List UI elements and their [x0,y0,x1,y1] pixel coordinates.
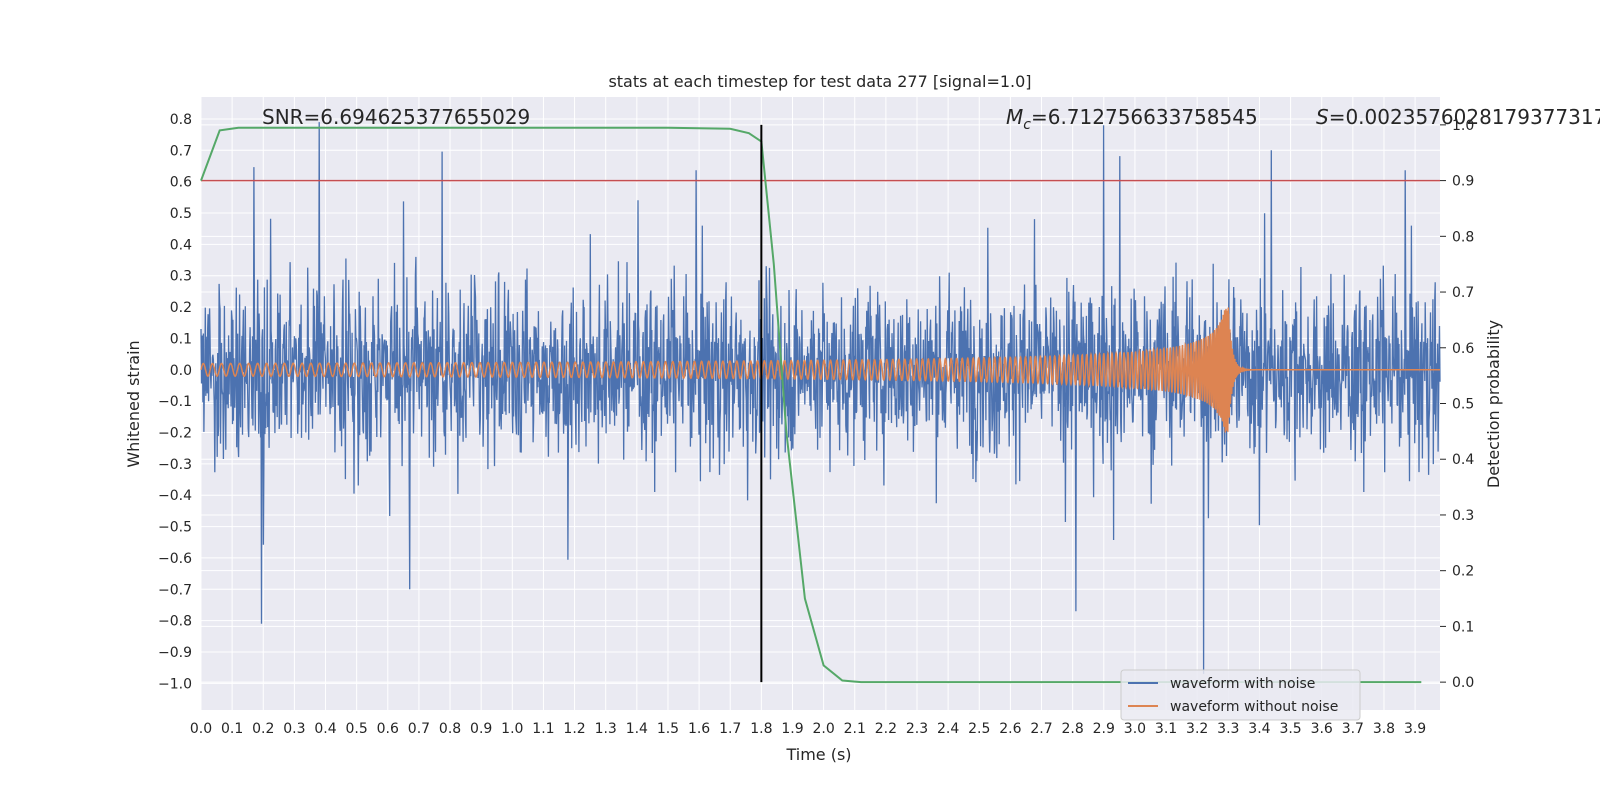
y-tick-label: 0.3 [170,269,192,285]
y-tick-label: −0.1 [158,394,192,410]
x-tick-label: 0.7 [408,721,430,737]
x-tick-label: 1.7 [719,721,741,737]
x-tick-label: 1.4 [626,721,648,737]
y2-tick-label: 1.0 [1452,118,1474,134]
x-tick-label: 3.4 [1248,721,1270,737]
x-tick-label: 0.3 [283,721,305,737]
x-axis-label: Time (s) [785,745,851,764]
x-tick-label: 1.5 [657,721,679,737]
legend-box [1120,669,1361,721]
y-tick-label: 0.4 [170,237,192,253]
y2-tick-label: 0.7 [1452,285,1474,301]
noise-waveform-line [200,122,1441,674]
chirp-mass-subscript: c [1023,117,1031,133]
x-tick-label: 3.5 [1279,721,1301,737]
x-tick-label: 0.1 [221,721,243,737]
x-tick-label: 3.3 [1217,721,1239,737]
y-tick-label: −0.6 [158,551,192,567]
x-tick-label: 1.8 [750,721,772,737]
x-tick-label: 2.4 [937,721,959,737]
data-layer [200,122,1441,684]
x-tick-label: 2.0 [812,721,834,737]
x-tick-label: 0.4 [314,721,336,737]
x-tick-label: 0.9 [470,721,492,737]
detection-probability-line [200,126,1422,684]
x-tick-label: 2.6 [999,721,1021,737]
x-tick-label: 2.5 [968,721,990,737]
x-tick-label: 0.5 [346,721,368,737]
x-tick-label: 2.2 [875,721,897,737]
y2-tick-label: 0.5 [1452,397,1474,413]
x-tick-label: 1.0 [501,721,523,737]
signal-waveform-line [200,307,1440,433]
x-tick-label: 3.8 [1373,721,1395,737]
s-value: =0.0023576028179377317 [1329,105,1600,129]
x-tick-label: 1.2 [563,721,585,737]
y-tick-label: 0.1 [170,331,192,347]
x-tick-label: 2.7 [1030,721,1052,737]
s-symbol: S [1316,105,1329,129]
y-tick-label: 0.8 [170,112,192,128]
y2-tick-label: 0.2 [1452,564,1474,580]
y-tick-label: 0.6 [170,175,192,191]
chirp-mass-symbol: M [1006,105,1023,129]
y-tick-label: −0.3 [158,457,192,473]
x-tick-label: 2.3 [906,721,928,737]
x-tick-label: 3.7 [1342,721,1364,737]
y2-tick-label: 0.8 [1452,229,1474,245]
s-annotation: S=0.0023576028179377317 [1316,105,1600,129]
y2-tick-label: 0.1 [1452,619,1474,635]
chirp-mass-annotation: Mc=6.712756633758545 [1006,105,1258,133]
x-tick-label: 2.1 [844,721,866,737]
x-tick-label: 0.2 [252,721,274,737]
y-tick-label: 0.0 [170,363,192,379]
y-tick-label: 0.2 [170,300,192,316]
snr-annotation: SNR=6.694625377655029 [262,105,530,129]
x-tick-label: 3.2 [1186,721,1208,737]
x-tick-label: 0.8 [439,721,461,737]
y-tick-label: −0.8 [158,614,192,630]
y-tick-label: 0.7 [170,143,192,159]
x-tick-label: 2.8 [1062,721,1084,737]
y-tick-label: −0.2 [158,426,192,442]
x-tick-label: 1.6 [688,721,710,737]
y2-tick-label: 0.9 [1452,174,1474,190]
grid [200,97,1440,710]
x-tick-label: 3.6 [1311,721,1333,737]
y-tick-label: −0.5 [158,520,192,536]
x-tick-label: 1.9 [781,721,803,737]
y-tick-label: 0.5 [170,206,192,222]
chart-title: stats at each timestep for test data 277… [608,72,1031,91]
y2-tick-label: 0.0 [1452,675,1474,691]
tick-labels: 0.0 0.1 0.2 0.3 0.4 0.5 0.6 0.7 0.8 0.9 1.0 1.1 1.2 1… [158,112,1474,737]
x-tick-label: 3.9 [1404,721,1426,737]
x-tick-label: 1.1 [532,721,554,737]
x-tick-label: 3.1 [1155,721,1177,737]
x-tick-label: 3.0 [1124,721,1146,737]
y-tick-label: −0.4 [158,488,192,504]
y2-axis-label: Detection probability [1484,320,1503,488]
legend-signal-label: waveform without noise [1170,699,1338,715]
x-tick-label: 2.9 [1093,721,1115,737]
y2-tick-label: 0.6 [1452,341,1474,357]
y2-tick-label: 0.4 [1452,452,1474,468]
y-axis-label: Whitened strain [124,340,143,467]
y-tick-label: −0.7 [158,582,192,598]
legend: waveform with noise waveform without noi… [1120,669,1361,721]
y-tick-label: −1.0 [158,676,192,692]
legend-noise-label: waveform with noise [1170,676,1315,692]
x-tick-label: 0.0 [190,721,212,737]
y2-tick-label: 0.3 [1452,508,1474,524]
y-tick-label: −0.9 [158,645,192,661]
x-tick-label: 1.3 [595,721,617,737]
chirp-mass-value: =6.712756633758545 [1031,105,1258,129]
x-tick-label: 0.6 [377,721,399,737]
